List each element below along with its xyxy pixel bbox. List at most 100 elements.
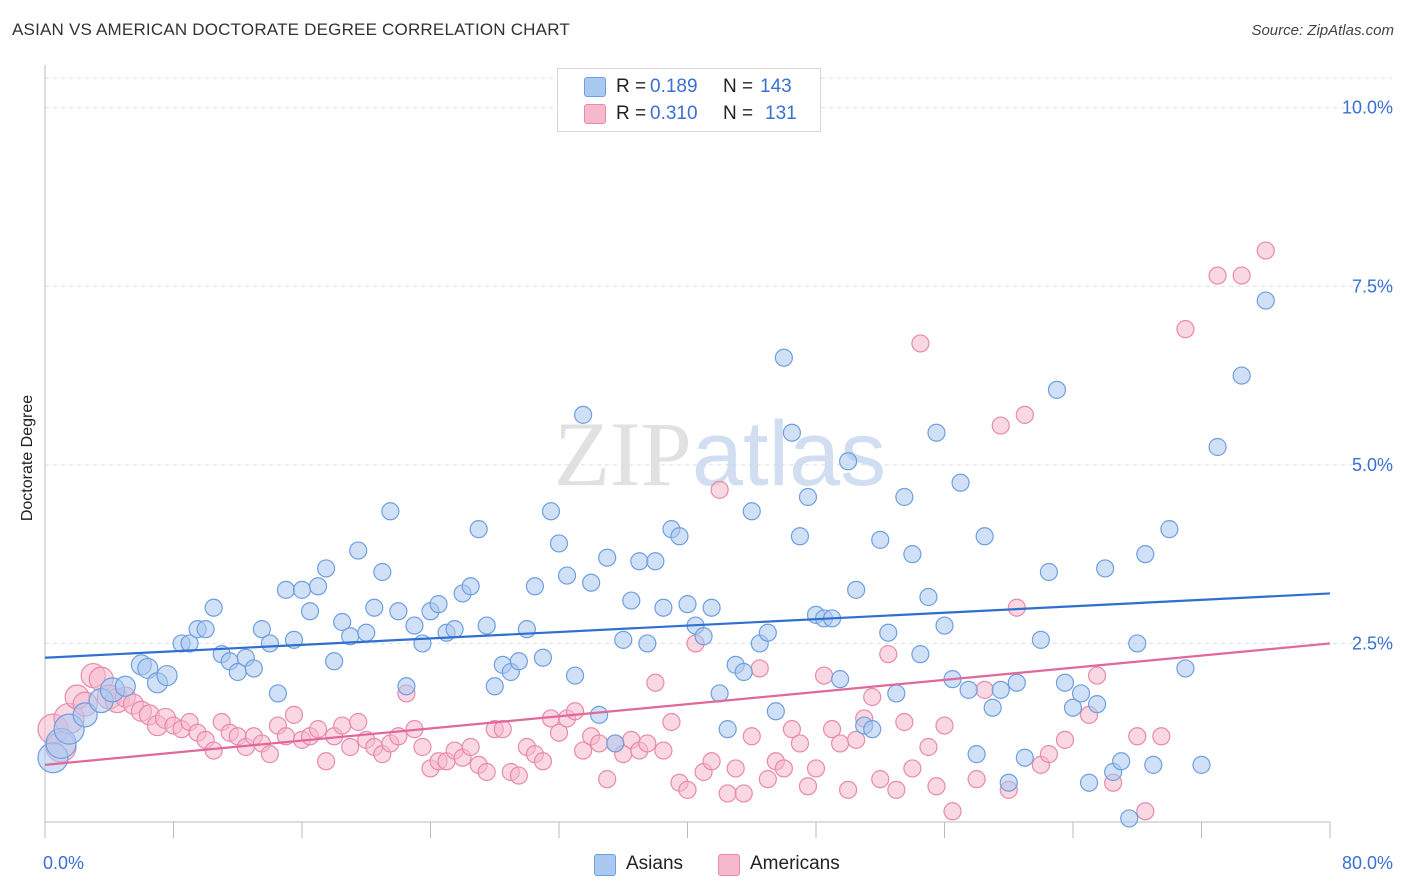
asians-point xyxy=(646,552,665,571)
asians-point xyxy=(1112,752,1131,771)
americans-point xyxy=(413,737,432,757)
asians-point xyxy=(316,559,336,578)
y-tick-label: 5.0% xyxy=(1352,455,1393,475)
asians-point xyxy=(710,684,729,703)
asians-point xyxy=(477,616,496,635)
americans-point xyxy=(718,784,737,803)
asians-point xyxy=(525,577,545,596)
asians-point xyxy=(839,452,858,471)
americans-point xyxy=(509,766,528,785)
asians-point xyxy=(1031,630,1050,649)
asians-point xyxy=(1055,673,1075,692)
americans-point xyxy=(477,762,496,782)
americans-point xyxy=(1015,405,1034,424)
asians-point xyxy=(1128,634,1147,653)
americans-points xyxy=(37,241,1275,821)
asians-point xyxy=(573,405,593,424)
asians-point xyxy=(517,620,536,639)
asians-point xyxy=(196,620,215,639)
asians-point xyxy=(1192,755,1211,774)
americans-legend-swatch xyxy=(718,854,740,876)
americans-point xyxy=(1176,320,1195,339)
asians-swatch xyxy=(584,77,606,97)
legend-n-label: N = xyxy=(723,76,754,97)
y-tick-label: 2.5% xyxy=(1352,633,1393,653)
asians-point xyxy=(622,591,641,610)
asians-point xyxy=(429,595,448,614)
asians-point xyxy=(766,702,785,721)
americans-point xyxy=(895,712,914,732)
legend-r-label: R = xyxy=(616,76,647,97)
asians-point xyxy=(1007,673,1026,692)
americans-point xyxy=(260,745,279,764)
americans-swatch xyxy=(584,104,606,124)
americans-point xyxy=(341,737,360,757)
asians-point xyxy=(1039,562,1059,582)
asians-point xyxy=(349,541,368,560)
americans-trend-line xyxy=(44,642,1331,766)
asians-point xyxy=(557,566,577,585)
asians-point xyxy=(959,680,978,699)
y-tick-label: 7.5% xyxy=(1352,276,1393,296)
asians-point xyxy=(999,773,1018,792)
asians-point xyxy=(565,666,585,685)
asians-point xyxy=(469,520,488,539)
asians-point xyxy=(300,602,320,621)
asians-point xyxy=(381,502,400,521)
asians-point xyxy=(758,623,777,642)
asians-point xyxy=(630,552,649,571)
x-tick-label-max: 80.0% xyxy=(1342,853,1393,873)
asians-point xyxy=(598,548,617,567)
asians-point xyxy=(389,602,408,621)
asians-point xyxy=(204,598,223,617)
y-tick-label: 10.0% xyxy=(1342,98,1393,118)
americans-point xyxy=(935,716,954,735)
asians-point xyxy=(180,634,199,653)
americans-point xyxy=(1087,666,1107,685)
asians-point xyxy=(991,680,1010,699)
x-tick-label-min: 0.0% xyxy=(43,853,84,873)
americans-point xyxy=(678,780,697,799)
asians-point xyxy=(1232,366,1251,385)
asians-point xyxy=(1047,380,1067,399)
asians-point xyxy=(333,612,352,632)
americans-point xyxy=(1055,730,1075,749)
asians-point xyxy=(678,595,697,614)
americans-point xyxy=(1256,241,1275,260)
asians-point xyxy=(156,664,178,687)
asians-point xyxy=(967,745,986,764)
americans-point xyxy=(316,752,336,771)
asians-point xyxy=(983,698,1002,717)
asians-point xyxy=(670,527,689,546)
legend-n-label: N = xyxy=(723,103,754,124)
asians-point xyxy=(549,534,569,553)
asians-point xyxy=(1087,695,1107,714)
asians-point xyxy=(292,580,312,599)
americans-point xyxy=(814,666,834,685)
asians-point xyxy=(734,662,753,682)
legend-r-value: 0.189 xyxy=(650,76,698,97)
trend-lines xyxy=(44,592,1331,766)
americans-point xyxy=(1128,727,1147,746)
americans-point xyxy=(967,770,986,789)
asians-point xyxy=(1015,748,1034,767)
asians-point xyxy=(1063,698,1083,717)
asians-point xyxy=(365,598,384,617)
asians-point xyxy=(72,702,98,728)
americans-point xyxy=(734,784,753,803)
americans-point xyxy=(573,741,593,760)
asians-point xyxy=(260,634,279,653)
asians-point xyxy=(1256,291,1275,310)
americans-point xyxy=(919,737,938,757)
legend-n-value: 131 xyxy=(765,103,797,124)
americans-point xyxy=(308,720,328,739)
asians-point xyxy=(927,423,946,442)
asians-point xyxy=(975,527,994,546)
chart-title: ASIAN VS AMERICAN DOCTORATE DEGREE CORRE… xyxy=(12,20,570,39)
asians-point xyxy=(445,620,464,639)
americans-point xyxy=(863,687,882,707)
americans-point xyxy=(533,752,553,771)
legend-r-value: 0.310 xyxy=(650,103,698,124)
americans-point xyxy=(590,734,609,753)
source-label: Source: ZipAtlas.com xyxy=(1251,22,1394,39)
